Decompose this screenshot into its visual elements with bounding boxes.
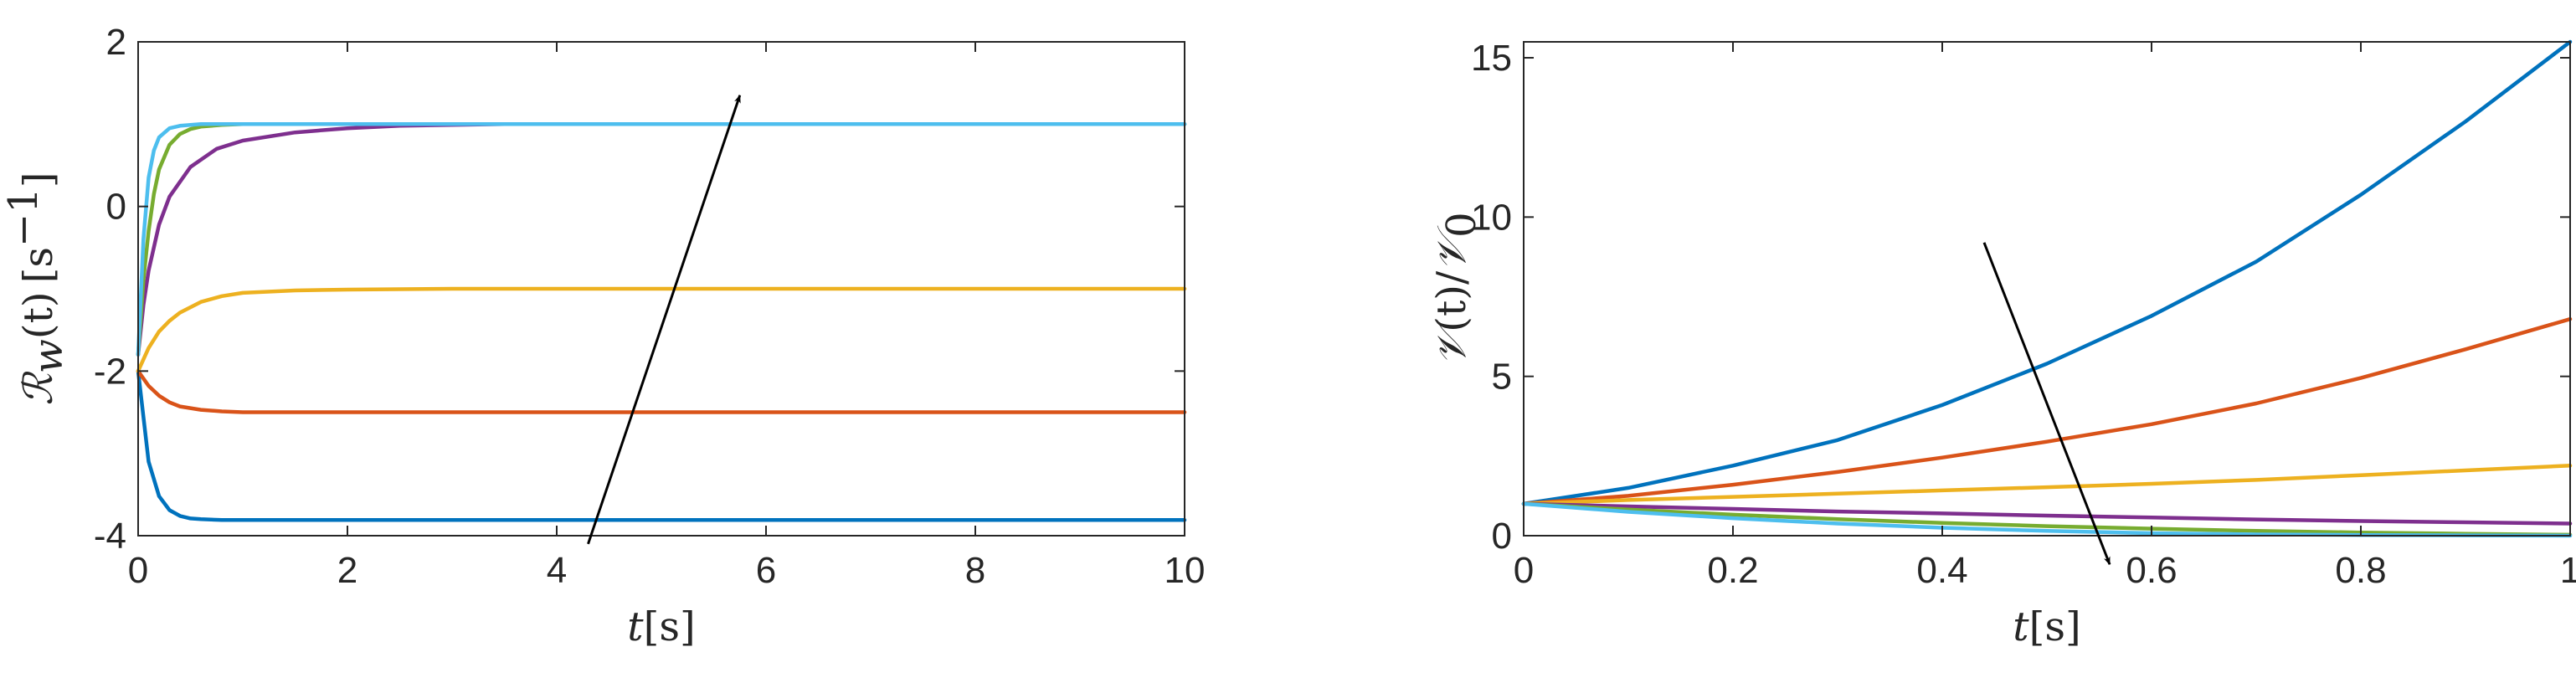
y-axis-label-var: ℛ (15, 371, 62, 406)
series-line-4 (136, 122, 1187, 357)
y-tick-label: 5 (1492, 357, 1512, 398)
x-tick-label: 0.4 (1916, 550, 1967, 591)
y-axis-label-sup: −1 (0, 187, 47, 247)
y-tick-label: -2 (94, 351, 126, 392)
axes-box (1523, 41, 2571, 537)
y-tick-label: 0 (1492, 516, 1512, 557)
axes-box (137, 41, 1185, 537)
trend-arrow (587, 94, 742, 545)
y-tick-label: -4 (94, 516, 126, 557)
series-line-1 (1521, 39, 2573, 506)
x-axis-label: t[s] (627, 603, 695, 650)
series-line-1 (136, 369, 1187, 522)
x-axis-label-unit: [s] (644, 603, 696, 650)
series-line-5 (136, 122, 1187, 357)
x-tick-label: 10 (1165, 550, 1206, 591)
y-axis-label-sub: w (25, 339, 72, 373)
series-line-3 (136, 286, 1187, 373)
x-tick-label: 6 (756, 550, 776, 591)
y-axis-label-close: ] (15, 172, 62, 188)
x-tick-label: 0.2 (1707, 550, 1758, 591)
x-tick-label: 0.8 (2335, 550, 2386, 591)
series-line-2 (136, 369, 1187, 414)
y-tick-label: 10 (1471, 197, 1512, 238)
y-tick-label: 0 (106, 187, 126, 228)
series-line-5 (1521, 501, 2573, 537)
y-axis-label-unit: [s (15, 247, 62, 283)
left-chart-panel: 0 2 4 6 8 10 -4 -2 0 2 t[s] ℛw(t) [s−1] (0, 22, 1205, 650)
x-tick-label: 0.6 (2126, 550, 2177, 591)
series-line-2 (1521, 316, 2573, 506)
x-tick-label: 0 (128, 550, 148, 591)
series-line-4 (1521, 501, 2573, 526)
x-tick-label: 8 (965, 550, 985, 591)
series-line-3 (1521, 464, 2573, 506)
series-line-6 (136, 122, 1187, 357)
y-tick-label: 2 (106, 22, 126, 63)
x-axis-label-var: t (627, 603, 644, 650)
y-axis-label-arg: (t)/ (1428, 270, 1475, 332)
x-axis-label-unit: [s] (2029, 603, 2081, 650)
x-tick-label: 2 (337, 550, 357, 591)
x-tick-label: 1 (2560, 550, 2576, 591)
y-axis-label: 𝒱(t)/𝒱0 (1428, 212, 1485, 365)
y-axis-label-sub: 0 (1438, 212, 1485, 238)
y-tick-label: 15 (1471, 38, 1512, 79)
y-axis-label: ℛw(t) [s−1] (0, 172, 72, 406)
x-axis-label: t[s] (2013, 603, 2080, 650)
y-axis-label-arg: (t) (15, 291, 62, 339)
trend-arrow (1982, 242, 2111, 566)
x-tick-label: 0 (1514, 550, 1534, 591)
x-axis-label-var: t (2013, 603, 2029, 650)
x-tick-label: 4 (547, 550, 567, 591)
